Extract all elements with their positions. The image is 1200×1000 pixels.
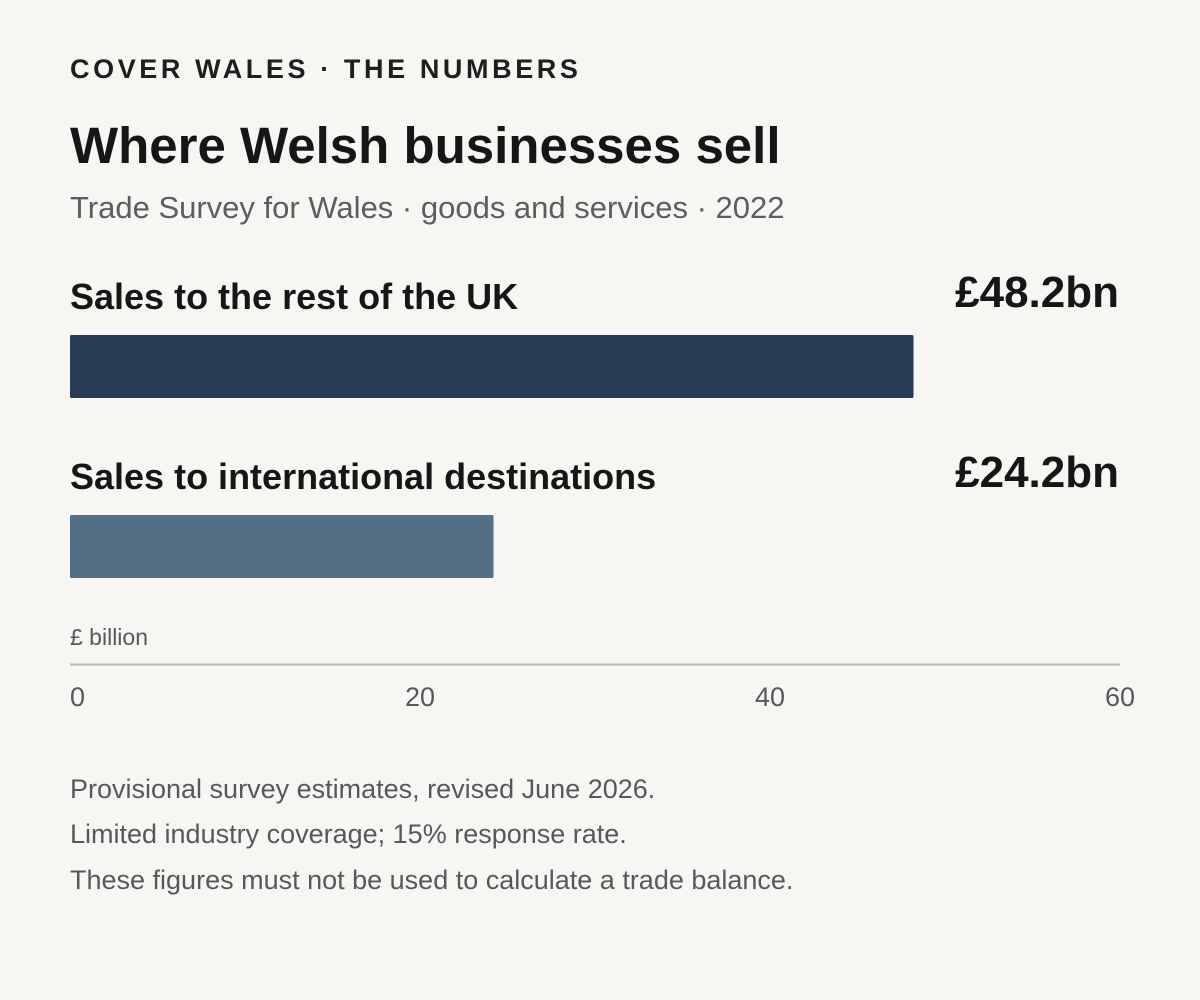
x-tick-label: 60 — [1105, 682, 1135, 712]
chart-subtitle: Trade Survey for Wales · goods and servi… — [70, 190, 785, 225]
x-tick-label: 0 — [70, 682, 85, 712]
bar-0 — [70, 335, 914, 398]
x-tick-label: 20 — [405, 682, 435, 712]
footnote-trade-balance: These figures must not be used to calcul… — [70, 865, 794, 895]
chart-title: Where Welsh businesses sell — [70, 117, 781, 174]
kicker: COVER WALES · THE NUMBERS — [70, 54, 582, 84]
value-label-international: £24.2bn — [955, 448, 1119, 497]
x-axis-label: £ billion — [70, 624, 148, 650]
bar-label-rest-of-uk: Sales to the rest of the UK — [70, 276, 519, 317]
bar-1 — [70, 515, 494, 578]
footnote-coverage: Limited industry coverage; 15% response … — [70, 819, 627, 849]
bar-label-international: Sales to international destinations — [70, 456, 657, 497]
footnote-provisional: Provisional survey estimates, revised Ju… — [70, 774, 656, 804]
x-tick-label: 40 — [755, 682, 785, 712]
value-label-rest-of-uk: £48.2bn — [955, 268, 1119, 317]
